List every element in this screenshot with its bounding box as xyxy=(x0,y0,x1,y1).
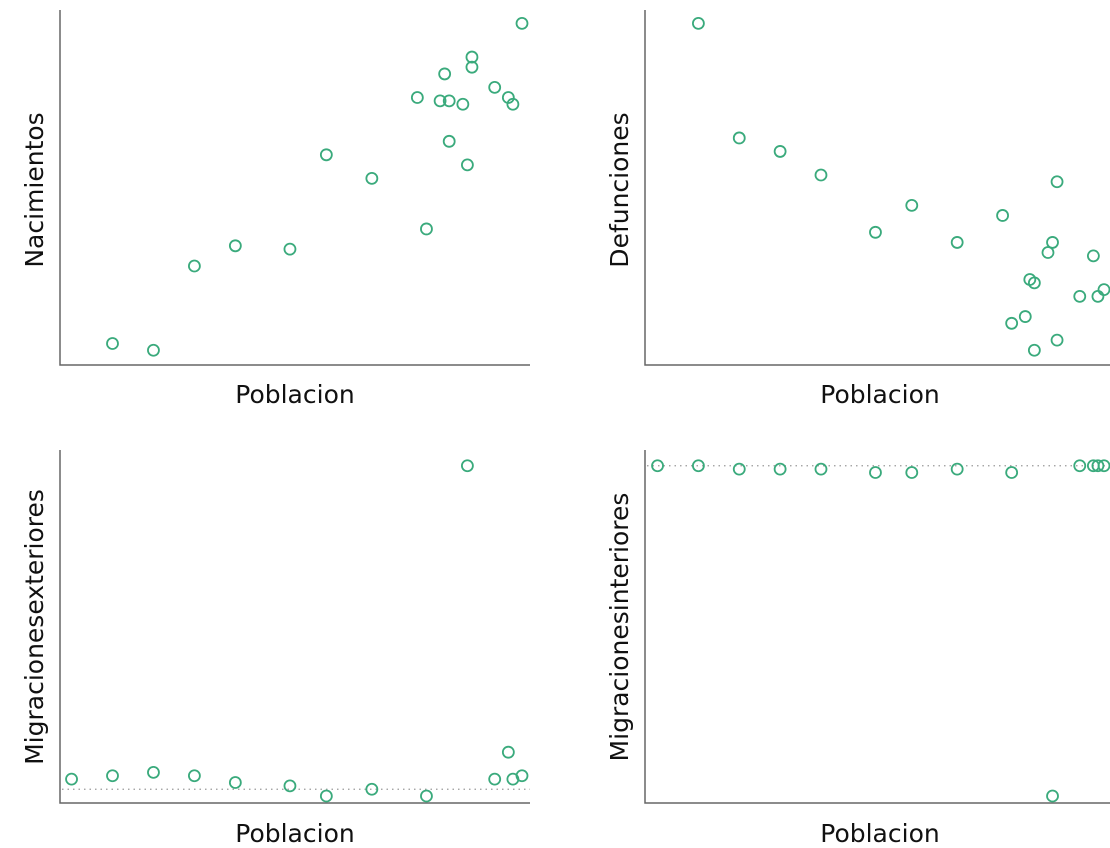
x-axis-label: Poblacion xyxy=(820,380,939,409)
data-point xyxy=(950,462,964,476)
panel-migraciones-exteriores: Poblacion Migracionesexteriores xyxy=(20,450,530,848)
data-point xyxy=(1086,249,1100,263)
data-point xyxy=(319,148,333,162)
data-point xyxy=(1041,246,1055,259)
x-axis-label: Poblacion xyxy=(235,819,354,848)
data-point xyxy=(651,459,664,473)
y-axis-label: Migracionesexteriores xyxy=(20,489,49,765)
data-point xyxy=(1091,289,1105,303)
data-point xyxy=(456,97,470,111)
data-point xyxy=(1018,310,1032,323)
data-point xyxy=(773,145,787,158)
data-point xyxy=(228,776,242,789)
data-point xyxy=(187,769,201,783)
data-point xyxy=(420,789,433,803)
panel-defunciones: Poblacion Defunciones xyxy=(605,10,1110,409)
data-point xyxy=(1073,459,1087,473)
y-axis-label: Migracionesinteriores xyxy=(605,493,634,762)
data-point xyxy=(905,466,919,479)
data-point xyxy=(365,782,379,796)
data-point xyxy=(433,94,447,108)
data-point xyxy=(465,60,479,74)
data-point xyxy=(1050,333,1064,347)
data-point xyxy=(732,462,746,476)
data-point xyxy=(106,769,119,783)
panel-nacimientos: Poblacion Nacimientos xyxy=(20,10,530,409)
data-point xyxy=(996,209,1009,222)
data-point xyxy=(1005,316,1019,330)
data-point xyxy=(460,459,474,473)
points xyxy=(106,16,529,357)
data-point xyxy=(773,462,787,476)
data-point xyxy=(410,91,424,104)
data-point xyxy=(905,198,919,212)
data-point xyxy=(814,462,828,476)
x-axis-label: Poblacion xyxy=(820,819,939,848)
points xyxy=(692,16,1110,357)
data-point xyxy=(1046,789,1059,803)
y-axis-label: Nacimientos xyxy=(20,112,49,267)
data-point xyxy=(442,94,456,108)
data-point xyxy=(692,16,705,30)
data-point xyxy=(365,171,379,185)
data-point xyxy=(488,81,502,94)
data-point xyxy=(501,745,515,759)
data-point xyxy=(515,769,529,783)
data-point xyxy=(283,242,297,256)
data-point xyxy=(438,67,452,81)
data-point xyxy=(869,225,882,239)
data-point xyxy=(1050,175,1064,189)
data-point xyxy=(1027,276,1041,290)
data-point xyxy=(869,466,882,479)
data-point xyxy=(814,168,828,182)
points xyxy=(65,459,529,803)
x-axis-label: Poblacion xyxy=(235,380,354,409)
y-axis-label: Defunciones xyxy=(605,112,634,267)
data-point xyxy=(65,772,78,786)
data-point xyxy=(420,222,433,236)
points xyxy=(651,459,1110,803)
panel-migraciones-interiores: Poblacion Migracionesinteriores xyxy=(605,450,1110,848)
data-point xyxy=(488,772,502,786)
data-point xyxy=(732,131,746,145)
data-point xyxy=(442,134,456,148)
data-point xyxy=(692,459,705,473)
data-point xyxy=(228,239,242,253)
data-point xyxy=(1073,289,1087,303)
data-point xyxy=(1046,236,1059,249)
data-point xyxy=(147,766,160,779)
axis-frame xyxy=(644,450,1110,804)
data-point xyxy=(1091,459,1105,473)
axis-frame xyxy=(59,450,530,804)
data-point xyxy=(1027,343,1041,357)
data-point xyxy=(1097,283,1110,296)
data-point xyxy=(950,236,964,249)
data-point xyxy=(515,16,529,30)
data-point xyxy=(319,789,333,803)
data-point xyxy=(506,97,520,111)
data-point xyxy=(147,343,160,357)
data-point xyxy=(1005,466,1019,479)
data-point xyxy=(187,259,201,273)
data-point xyxy=(460,158,474,172)
data-point xyxy=(106,337,119,350)
axis-frame xyxy=(59,10,530,366)
axis-frame xyxy=(644,10,1110,366)
data-point xyxy=(283,779,297,793)
